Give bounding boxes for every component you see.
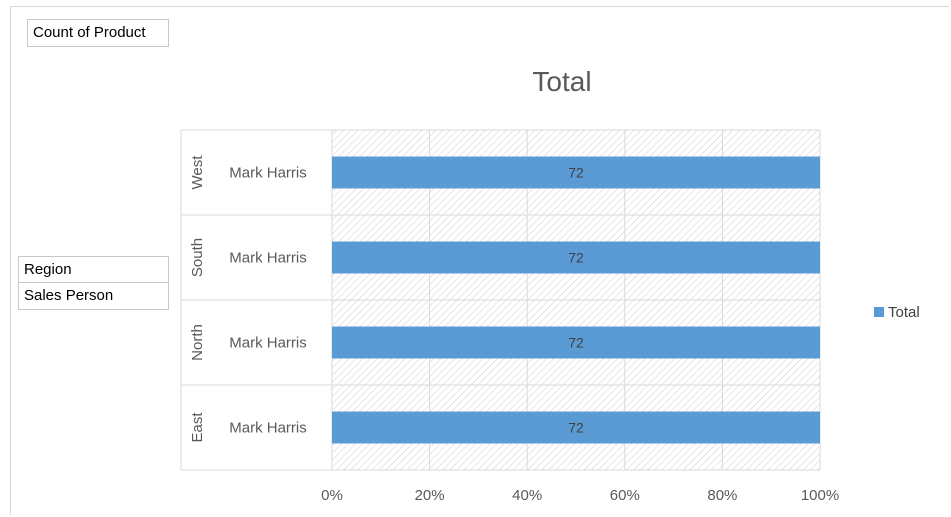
data-label: 72 xyxy=(568,165,584,181)
legend-label: Total xyxy=(888,303,920,321)
category-label-region: East xyxy=(189,412,206,443)
category-label-region: South xyxy=(189,238,206,277)
category-label-region: West xyxy=(189,155,206,190)
bar xyxy=(332,156,820,189)
x-tick-label: 100% xyxy=(801,487,839,504)
chart-frame xyxy=(10,6,949,515)
x-tick-label: 40% xyxy=(512,487,542,504)
data-label: 72 xyxy=(568,420,584,436)
legend-swatch xyxy=(874,307,884,317)
bar xyxy=(332,326,820,359)
data-label: 72 xyxy=(568,250,584,266)
bar xyxy=(332,411,820,444)
chart-title: Total xyxy=(532,66,592,97)
legend: Total xyxy=(874,302,920,322)
category-label-sales-person: Mark Harris xyxy=(229,420,307,437)
category-label-sales-person: Mark Harris xyxy=(229,250,307,267)
category-label-sales-person: Mark Harris xyxy=(229,335,307,352)
x-tick-label: 80% xyxy=(707,487,737,504)
x-tick-label: 0% xyxy=(321,487,343,504)
row-field-button-sales-person[interactable]: Sales Person xyxy=(18,282,169,310)
x-tick-label: 60% xyxy=(610,487,640,504)
row-field-button-region[interactable]: Region xyxy=(18,256,169,284)
bar xyxy=(332,241,820,274)
category-label-sales-person: Mark Harris xyxy=(229,165,307,182)
values-field-button[interactable]: Count of Product xyxy=(27,19,169,47)
data-label: 72 xyxy=(568,335,584,351)
category-label-region: North xyxy=(189,324,206,361)
x-tick-label: 20% xyxy=(415,487,445,504)
